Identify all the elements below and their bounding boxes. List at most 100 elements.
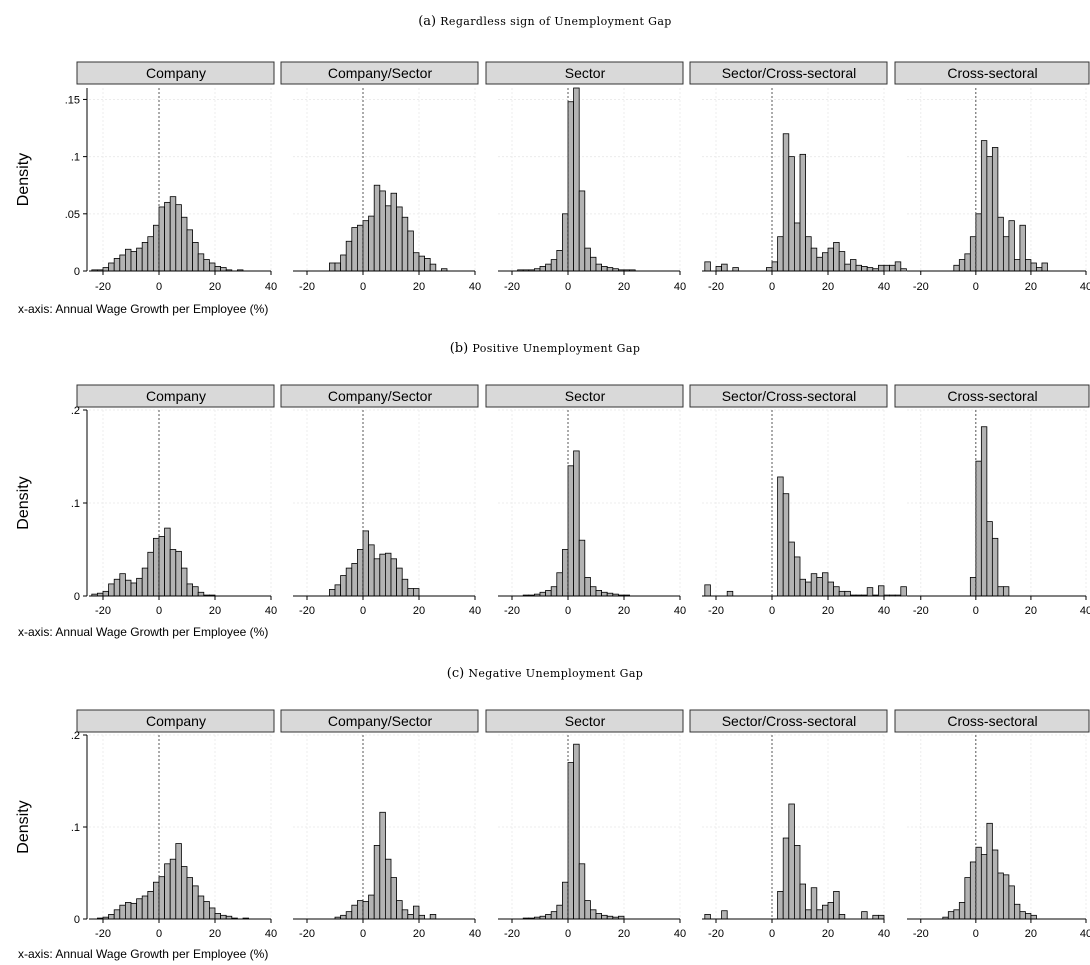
histogram-bar [214,266,221,272]
histogram-bar [130,582,137,597]
x-tick-label: 0 [565,928,571,940]
x-axis-note: x-axis: Annual Wage Growth per Employee … [18,947,268,961]
histogram-bar [373,558,381,597]
histogram-bar [147,236,154,272]
x-tick-label: 20 [1025,281,1037,293]
histogram-bar [861,911,868,920]
x-tick-label: 40 [265,605,277,617]
histogram-bar [401,578,409,597]
histogram-bar [889,594,896,597]
histogram-bar [407,588,414,597]
histogram-bar [384,552,392,597]
histogram-bar [396,567,403,597]
histogram-bar [351,227,358,272]
histogram-bar [113,578,121,597]
histogram-bar [997,872,1004,920]
histogram-bar [130,251,137,272]
x-tick-label: 40 [1080,928,1090,940]
histogram-bar [390,558,397,597]
histogram-bar [345,240,353,272]
histogram-bar [827,902,834,920]
histogram-bar [407,230,414,272]
histogram-bar [550,911,558,920]
histogram-bar [368,544,375,597]
histogram-bar [334,584,341,597]
histogram-bar [351,563,358,597]
x-tick-label: 20 [618,281,630,293]
panel-title: Company [146,713,206,729]
histogram-bar [203,259,210,272]
panel-title: Company [146,388,206,404]
panel-title: Sector [565,65,606,81]
histogram-bar [584,577,591,597]
histogram-bar [883,594,890,597]
y-axis-label: Density [15,800,32,853]
y-tick-label: .1 [71,152,80,164]
x-tick-label: -20 [299,928,315,940]
histogram-bar [567,465,574,597]
chart-caption: (c) Negative Unemployment Gap [447,666,643,681]
histogram-bar [704,584,711,597]
histogram-bar [1019,911,1026,920]
histogram-bar [958,259,966,272]
histogram-bar [424,258,431,272]
histogram-bar [556,904,563,920]
histogram-bar [429,914,437,920]
histogram-bar [838,914,846,920]
histogram-bar [850,259,857,272]
panel-title: Company/Sector [328,713,433,729]
histogram-bar [368,215,375,272]
x-tick-label: 40 [674,281,686,293]
histogram-bar [169,858,177,920]
chart-caption: (a) Regardless sign of Unemployment Gap [418,14,672,29]
histogram-bar [119,904,126,920]
histogram-bar [732,267,739,272]
histogram-bar [822,252,829,272]
histogram-bar [130,902,137,920]
histogram-bar [1030,262,1037,272]
y-tick-label: .1 [71,498,80,510]
y-tick-label: 0 [74,914,80,926]
histogram-bar [833,242,840,272]
histogram-bar [567,101,574,272]
caption-letter: (c) [447,666,469,681]
histogram-bar [595,590,602,597]
histogram-bar [192,586,199,597]
histogram-bar [855,264,862,272]
y-tick-label: 0 [74,266,80,278]
histogram-bar [838,590,846,597]
histogram-bar [345,567,353,597]
x-tick-label: 20 [209,281,221,293]
histogram-bar [810,573,818,597]
histogram-bar [220,914,227,920]
histogram-bar [964,877,971,920]
caption-letter: (a) [418,14,440,29]
x-tick-label: 40 [878,605,890,617]
x-axis-note: x-axis: Annual Wage Growth per Employee … [18,625,268,639]
x-tick-label: 40 [469,605,481,617]
histogram-bar [980,854,988,920]
histogram-bar [108,262,115,272]
histogram-bar [827,581,834,597]
histogram-bar [418,255,425,272]
histogram-bar [108,583,115,597]
histogram-bar [777,476,784,597]
histogram-bar [379,553,386,597]
histogram-bar [345,911,353,920]
histogram-bar [197,253,205,272]
caption-letter: (b) [450,341,473,356]
histogram-bar [119,254,126,272]
x-tick-label: 20 [618,928,630,940]
histogram-bar [108,914,115,920]
histogram-bar [125,579,132,597]
histogram-bar [102,267,109,272]
histogram-bar [964,253,971,272]
histogram-bar [113,258,121,272]
x-tick-label: -20 [299,605,315,617]
histogram-bar [584,247,591,272]
histogram-bar [788,156,795,272]
x-tick-label: 0 [973,928,979,940]
histogram-bar [822,904,829,920]
histogram-bar [991,849,999,920]
